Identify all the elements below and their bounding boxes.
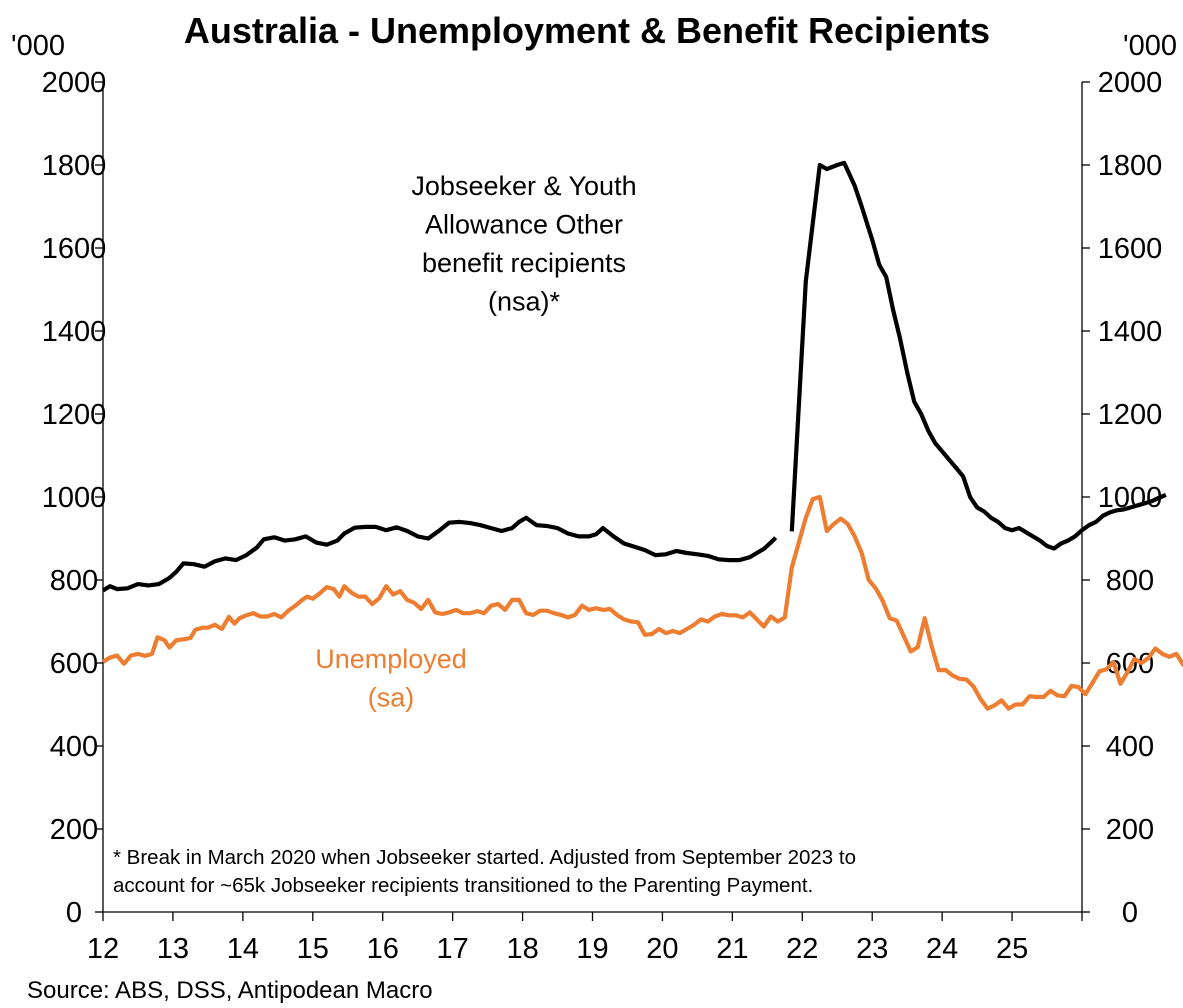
x-tick-label: 25 — [996, 933, 1028, 965]
y-tick-label-left: 1000 — [42, 482, 107, 514]
y-tick-label-left: 1600 — [42, 233, 107, 265]
y-tick-label-right: 200 — [1106, 814, 1154, 846]
unemployed-line — [101, 494, 1183, 711]
x-tick-label: 23 — [856, 933, 888, 965]
x-tick-label: 14 — [227, 933, 259, 965]
y-tick-label-right: 400 — [1106, 731, 1154, 763]
jobseeker-label-line: Jobseeker & Youth — [411, 171, 636, 201]
x-tick-label: 22 — [786, 933, 818, 965]
jobseeker-label-line: Allowance Other — [425, 210, 623, 240]
x-tick-label: 17 — [437, 933, 469, 965]
source-note: Source: ABS, DSS, Antipodean Macro — [27, 977, 433, 1004]
footnote-line-2: account for ~65k Jobseeker recipients tr… — [113, 874, 813, 897]
y-tick-label-right: 0 — [1122, 897, 1138, 929]
y-tick-label-right: 1400 — [1098, 316, 1163, 348]
y-tick-label-left: 1800 — [42, 150, 107, 182]
unemployed-label-line: (sa) — [368, 683, 415, 713]
y-tick-label-left: 200 — [50, 814, 98, 846]
x-tick-label: 21 — [716, 933, 748, 965]
y-tick-label-left: 2000 — [42, 67, 107, 99]
x-tick-label: 16 — [367, 933, 399, 965]
y-tick-label-left: 400 — [50, 731, 98, 763]
jobseeker-label-line: benefit recipients — [422, 248, 626, 278]
y-tick-label-left: 1400 — [42, 316, 107, 348]
y-tick-label-left: 1200 — [42, 399, 107, 431]
y-tick-label-left: 600 — [50, 648, 98, 680]
left-unit-label: '000 — [11, 30, 65, 62]
x-tick-label: 15 — [297, 933, 329, 965]
y-tick-label-right: 2000 — [1098, 67, 1163, 99]
y-tick-label-left: 800 — [50, 565, 98, 597]
jobseeker-line — [789, 160, 1167, 551]
jobseeker-label-line: (nsa)* — [488, 287, 561, 317]
y-tick-label-right: 800 — [1106, 565, 1154, 597]
right-unit-label: '000 — [1123, 30, 1177, 62]
x-tick-label: 20 — [646, 933, 678, 965]
unemployed-label-line: Unemployed — [315, 644, 467, 674]
x-tick-label: 13 — [157, 933, 189, 965]
x-tick-label: 12 — [87, 933, 119, 965]
y-tick-label-left: 0 — [66, 897, 82, 929]
y-tick-label-right: 1600 — [1098, 233, 1163, 265]
x-tick-label: 19 — [576, 933, 608, 965]
y-tick-label-right: 1800 — [1098, 150, 1163, 182]
y-tick-label-right: 1200 — [1098, 399, 1163, 431]
series-lines — [101, 160, 1183, 711]
footnote-line-1: * Break in March 2020 when Jobseeker sta… — [113, 846, 856, 869]
x-tick-label: 24 — [926, 933, 958, 965]
jobseeker-line — [101, 515, 778, 593]
series-labels: Jobseeker & Youth Allowance Other benefit … — [315, 171, 636, 713]
chart-title: Australia - Unemployment & Benefit Recip… — [184, 10, 990, 51]
x-tick-label: 18 — [506, 933, 538, 965]
